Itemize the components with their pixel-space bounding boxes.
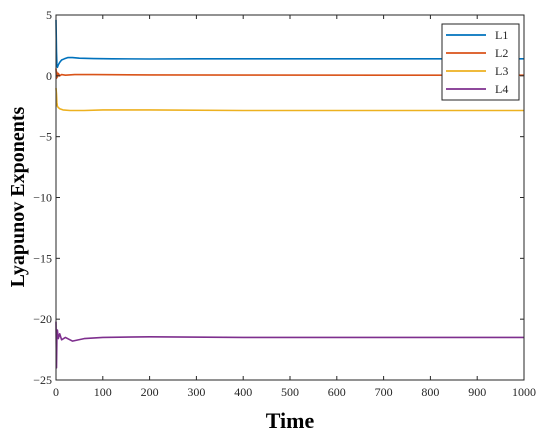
y-tick-label: −25: [33, 373, 52, 387]
y-axis-title: Lyapunov Exponents: [7, 106, 29, 287]
legend: L1 L2 L3 L4: [441, 23, 520, 101]
x-tick-label: 0: [53, 385, 59, 399]
y-tick-label: −10: [33, 191, 52, 205]
y-tick-label: 0: [46, 69, 52, 83]
legend-box: [441, 23, 520, 101]
x-tick-label: 200: [141, 385, 159, 399]
series-line-l4: [55, 321, 524, 369]
x-tick-label: 600: [328, 385, 346, 399]
x-tick-label: 700: [375, 385, 393, 399]
y-tick-label: 5: [46, 8, 52, 22]
x-tick-label: 900: [468, 385, 486, 399]
series-layer: [55, 19, 524, 369]
y-tick-label: −20: [33, 312, 52, 326]
legend-label-l4: L4: [495, 82, 508, 96]
series-line-l3: [55, 87, 524, 112]
x-tick-label: 800: [421, 385, 439, 399]
x-tick-label: 100: [94, 385, 112, 399]
x-tick-label: 400: [234, 385, 252, 399]
legend-label-l2: L2: [495, 46, 508, 60]
x-tick-label: 500: [281, 385, 299, 399]
x-axis-title: Time: [266, 408, 315, 433]
series-line-l2: [55, 68, 524, 80]
legend-label-l1: L1: [495, 28, 508, 42]
ticks-layer: 0 100 200 300 400 500 600 700 800 900 1000 5 0 −5 −10 −…: [33, 8, 536, 399]
x-tick-label: 300: [187, 385, 205, 399]
series-line-l1: [55, 19, 524, 69]
y-tick-label: −15: [33, 251, 52, 265]
legend-label-l3: L3: [495, 64, 508, 78]
y-tick-label: −5: [39, 130, 52, 144]
x-tick-label: 1000: [512, 385, 536, 399]
